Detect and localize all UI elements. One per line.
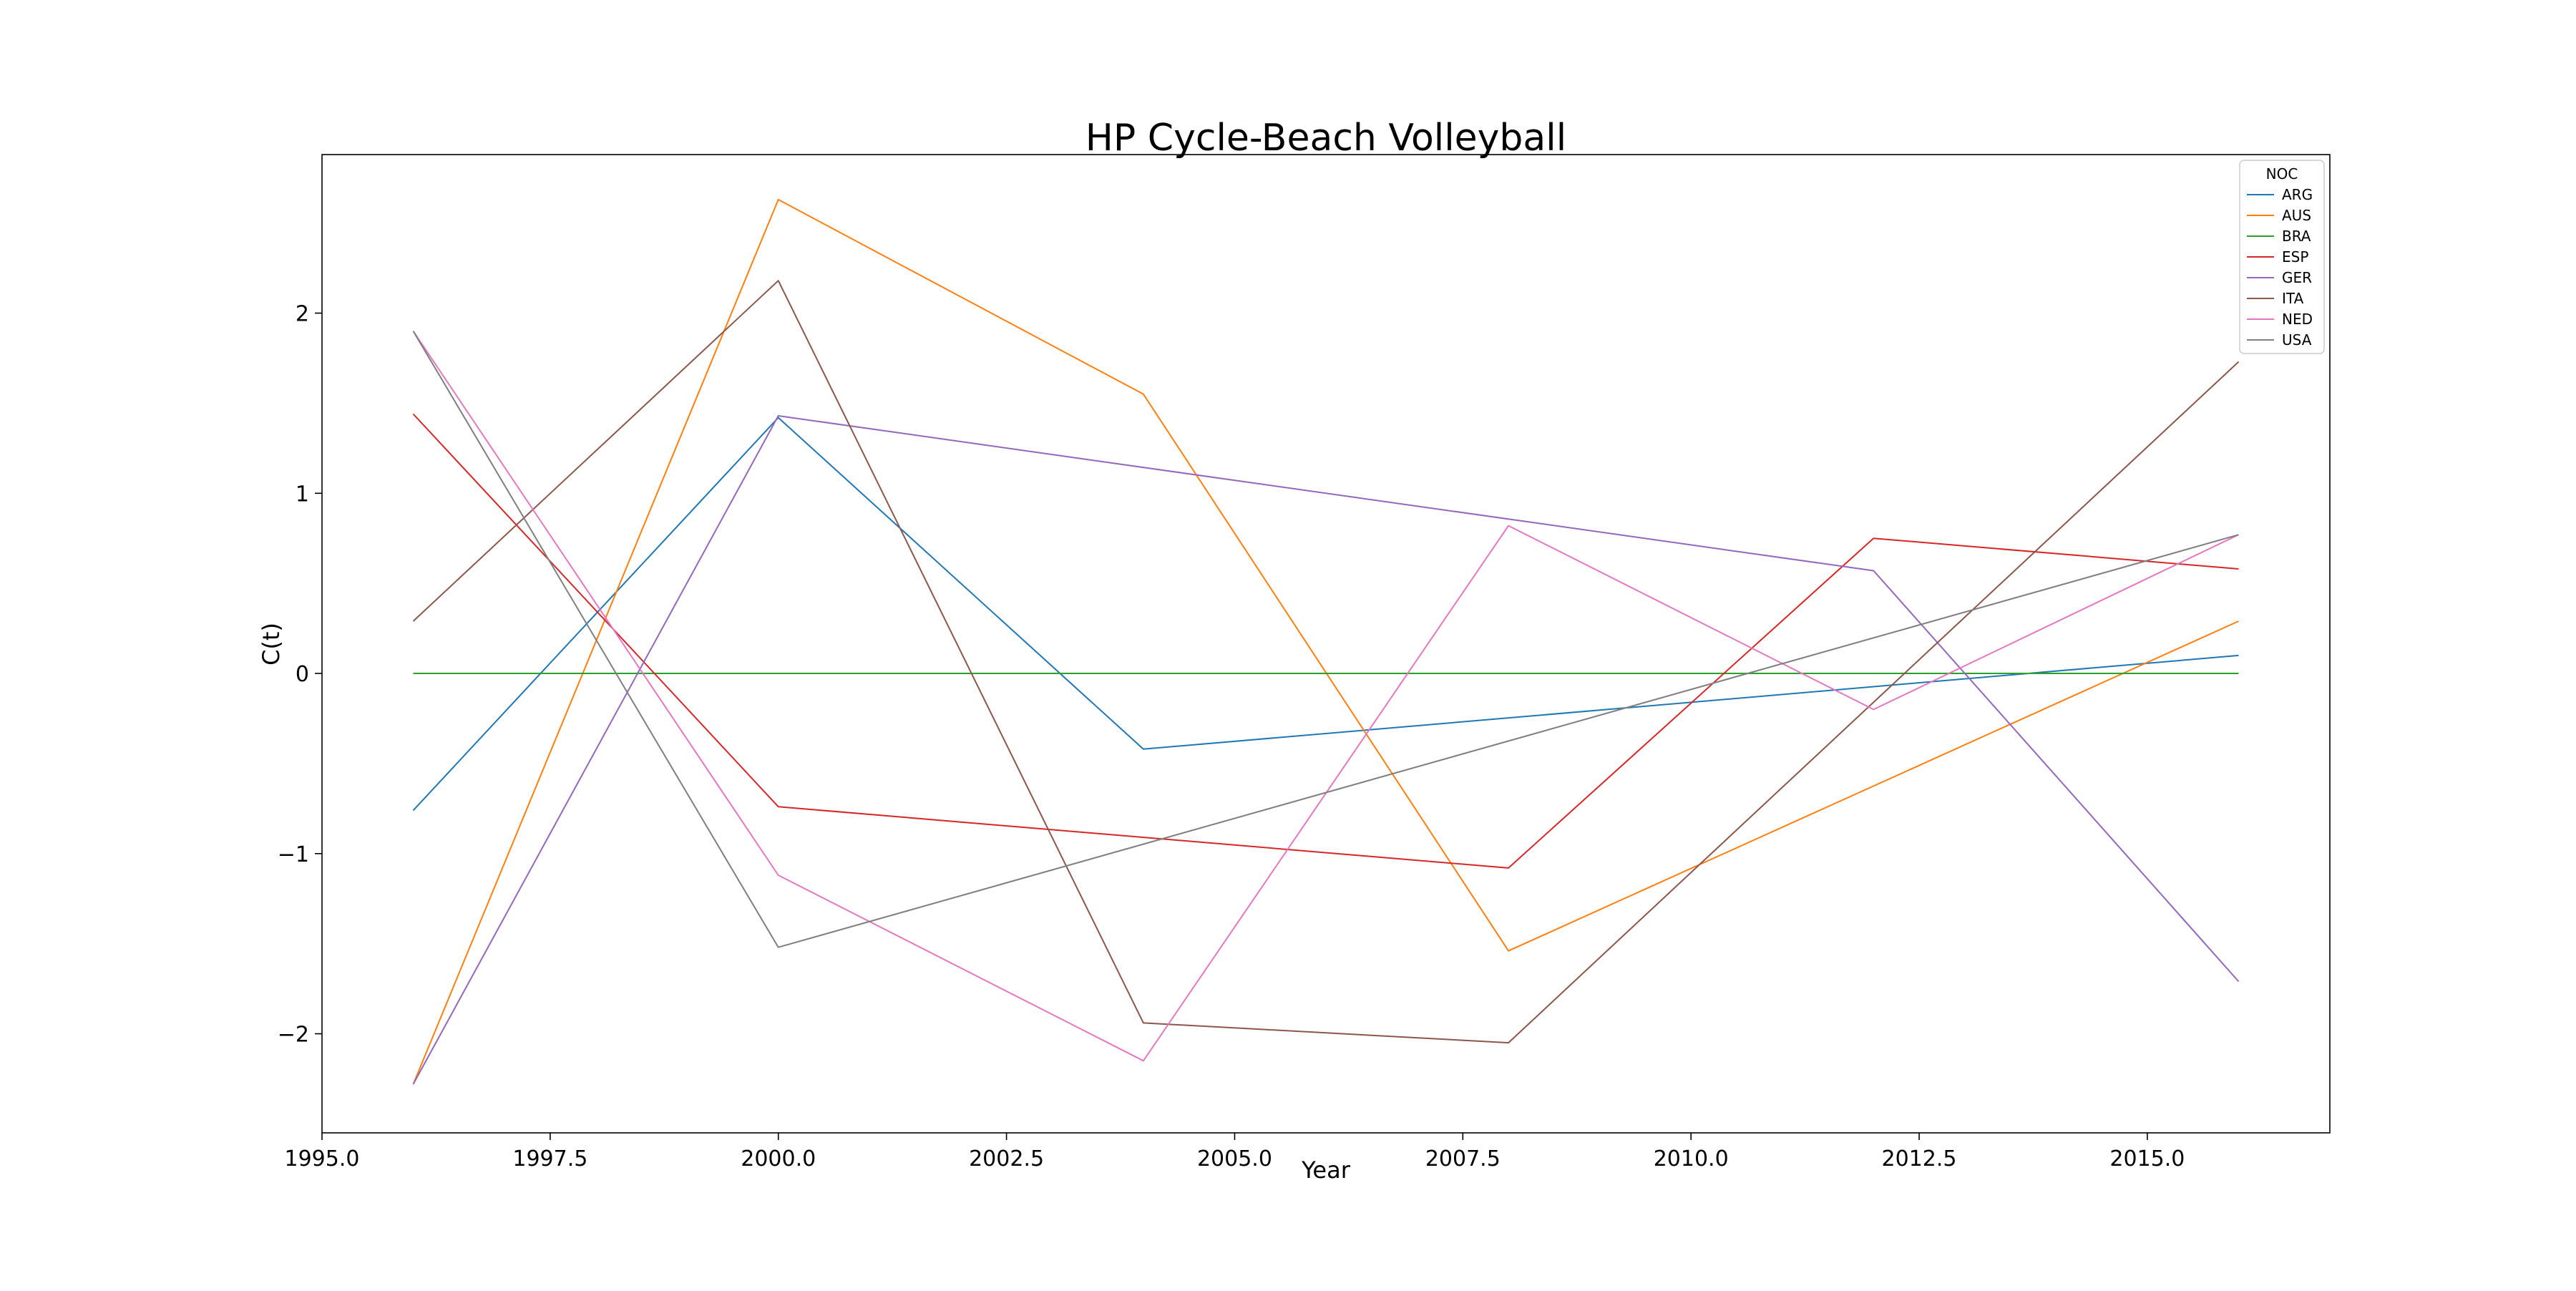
y-tick-label: −1 — [278, 842, 309, 867]
legend-label: ARG — [2282, 186, 2313, 203]
y-axis-label: C(t) — [258, 623, 285, 666]
legend-item-aus: AUS — [2247, 207, 2311, 224]
series-line-esp — [412, 413, 2239, 869]
x-tick-label: 2010.0 — [1654, 1146, 1729, 1171]
x-axis: 1995.0 1997.5 2000.0 2002.5 2005.0 2007.5 2010… — [285, 1133, 2185, 1171]
x-tick-label: 2015.0 — [2109, 1146, 2185, 1171]
y-tick-label: 2 — [296, 302, 309, 327]
series-line-arg — [412, 416, 2239, 812]
legend-label: USA — [2282, 331, 2312, 349]
x-tick-label: 2005.0 — [1197, 1146, 1272, 1171]
plot-frame — [321, 154, 2331, 1134]
legend-label: BRA — [2282, 228, 2311, 245]
series-line-ned — [412, 331, 2239, 1062]
legend-item-ger: GER — [2247, 269, 2312, 286]
legend: NOC ARG AUS BRA ESP GER ITA NED USA — [2239, 160, 2325, 354]
x-tick-label: 1995.0 — [285, 1146, 360, 1171]
legend-item-usa: USA — [2247, 331, 2312, 349]
legend-label: AUS — [2282, 207, 2311, 224]
y-tick-label: −2 — [278, 1023, 309, 1048]
x-axis-label: Year — [1301, 1156, 1351, 1184]
legend-item-ned: NED — [2247, 311, 2313, 328]
legend-item-bra: BRA — [2247, 228, 2311, 245]
series-line-ita — [412, 280, 2240, 1044]
chart-title: HP Cycle-Beach Volleyball — [1085, 117, 1566, 160]
x-tick-label: 2012.5 — [1882, 1146, 1957, 1171]
legend-label: ESP — [2282, 248, 2308, 265]
y-tick-label: 1 — [296, 482, 309, 507]
legend-box — [2239, 160, 2325, 354]
y-axis: −2 −1 0 1 2 — [278, 302, 322, 1048]
y-tick-label: 0 — [296, 662, 309, 687]
legend-item-ita: ITA — [2247, 290, 2304, 307]
legend-title: NOC — [2266, 165, 2298, 182]
series-line-usa — [412, 331, 2239, 948]
series-line-ger — [412, 415, 2240, 1085]
legend-label: ITA — [2282, 290, 2304, 307]
x-tick-label: 2007.5 — [1425, 1146, 1501, 1171]
x-tick-label: 2000.0 — [741, 1146, 816, 1171]
legend-label: NED — [2282, 311, 2313, 328]
legend-label: GER — [2282, 269, 2312, 286]
x-tick-label: 2002.5 — [969, 1146, 1044, 1171]
plot-lines — [412, 198, 2240, 1085]
legend-item-esp: ESP — [2247, 248, 2308, 265]
legend-item-arg: ARG — [2247, 186, 2313, 203]
x-tick-label: 1997.5 — [512, 1146, 587, 1171]
series-line-aus — [412, 198, 2239, 1085]
